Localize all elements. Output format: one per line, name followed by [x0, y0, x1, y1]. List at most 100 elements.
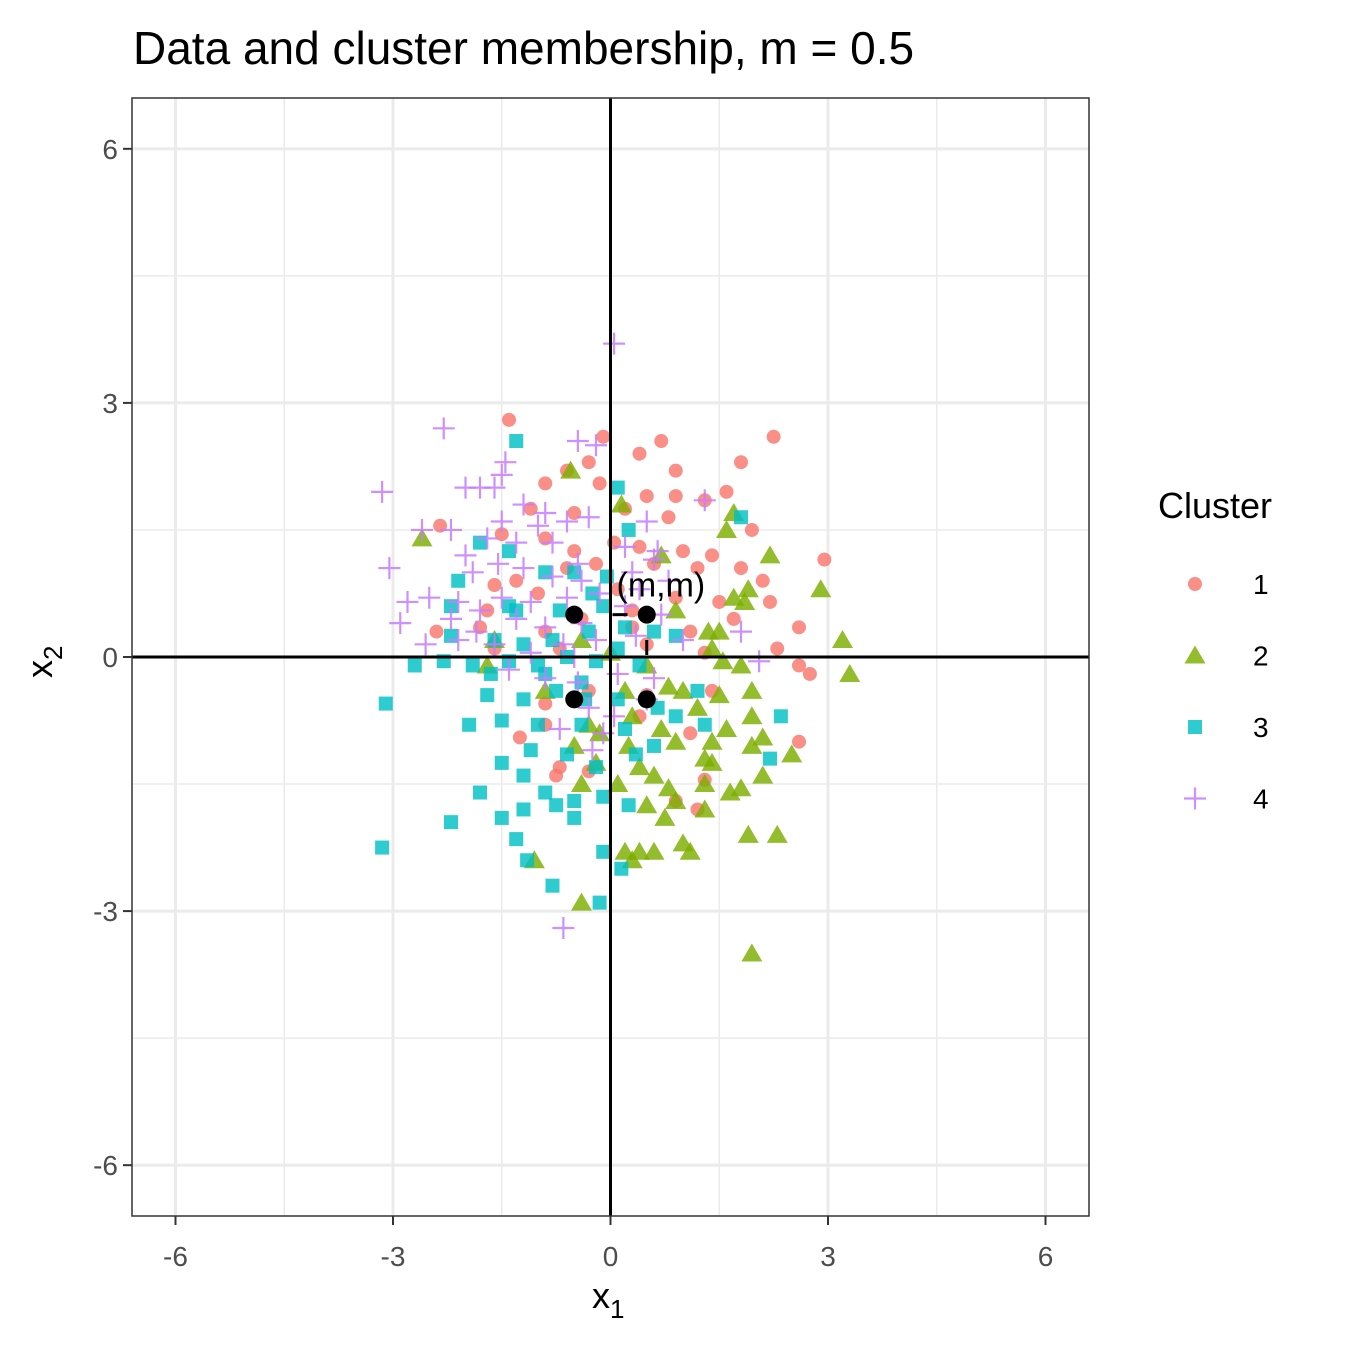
data-point-cluster-1	[755, 573, 770, 588]
data-point-cluster-2	[832, 630, 853, 649]
data-point-cluster-1	[610, 582, 625, 597]
data-point-cluster-1	[766, 429, 781, 444]
data-point-cluster-4	[505, 531, 528, 554]
data-point-cluster-1	[726, 611, 741, 626]
data-point-cluster-4	[552, 633, 575, 656]
x-axis-title-subscript: 1	[610, 1294, 624, 1324]
y-tick-label: 6	[102, 134, 118, 165]
data-point-cluster-2	[781, 744, 803, 763]
data-point-cluster-4	[603, 332, 626, 355]
data-point-cluster-4	[566, 430, 589, 453]
data-point-cluster-3	[610, 641, 625, 656]
data-point-cluster-3	[378, 696, 393, 711]
data-point-cluster-1	[509, 573, 524, 588]
data-point-cluster-3	[596, 599, 611, 614]
data-point-cluster-2	[741, 706, 763, 725]
highlight-points	[565, 605, 656, 709]
data-point-cluster-4	[432, 417, 455, 440]
data-point-cluster-1	[487, 578, 502, 593]
data-point-cluster-3	[516, 692, 531, 707]
data-point-cluster-2	[766, 824, 788, 843]
data-point-cluster-1	[531, 586, 545, 601]
y-tick-label: -6	[93, 1150, 118, 1181]
data-point-cluster-3	[567, 793, 582, 808]
data-point-cluster-3	[763, 751, 777, 766]
data-point-cluster-4	[371, 480, 394, 503]
data-point-cluster-2	[741, 680, 763, 699]
data-point-cluster-2	[716, 718, 737, 737]
data-point-cluster-3	[480, 688, 495, 703]
data-point-cluster-4	[519, 590, 542, 613]
data-point-cluster-4	[534, 616, 557, 639]
data-point-cluster-1	[639, 489, 654, 504]
annotation: (m,m)	[612, 567, 705, 655]
data-point-cluster-4	[556, 586, 578, 609]
data-point-cluster-3	[596, 789, 611, 804]
data-point-cluster-3	[697, 717, 712, 732]
data-point-cluster-4	[490, 510, 513, 533]
legend-label-2: 2	[1253, 641, 1269, 672]
data-point-cluster-2	[741, 735, 763, 754]
data-point-cluster-2	[741, 943, 763, 962]
data-point-cluster-4	[585, 434, 607, 457]
data-point-cluster-3	[509, 832, 524, 847]
data-point-cluster-2	[719, 782, 741, 801]
x-tick-label: 6	[1038, 1241, 1054, 1272]
data-point-cluster-3	[618, 620, 632, 635]
data-point-cluster-4	[566, 671, 589, 694]
data-point-cluster-4	[440, 518, 462, 541]
legend-title: Cluster	[1158, 485, 1272, 526]
data-point-cluster-1	[719, 484, 734, 499]
data-point-cluster-2	[679, 841, 701, 860]
data-point-cluster-2	[701, 638, 723, 657]
data-point-cluster-3	[621, 522, 636, 537]
y-tick-label: 0	[102, 642, 118, 673]
data-point-cluster-3	[375, 840, 390, 855]
data-point-cluster-3	[531, 717, 545, 732]
data-point-cluster-4	[465, 620, 488, 643]
data-point-cluster-4	[476, 527, 499, 550]
data-point-cluster-1	[654, 434, 669, 449]
data-point-cluster-4	[505, 607, 528, 630]
data-point-cluster-4	[643, 548, 665, 571]
data-point-cluster-1	[632, 446, 647, 461]
data-point-cluster-4	[396, 590, 419, 613]
x-tick-label: -6	[163, 1241, 188, 1272]
data-point-cluster-3	[592, 895, 607, 910]
data-point-cluster-2	[737, 824, 759, 843]
legend-label-4: 4	[1253, 784, 1269, 815]
data-point-cluster-3	[628, 747, 643, 762]
x-tick-label: 3	[820, 1241, 836, 1272]
data-point-cluster-1	[512, 730, 527, 745]
data-point-cluster-2	[701, 731, 723, 750]
legend: Cluster 1 2 3 4	[1158, 485, 1272, 815]
data-point-cluster-3	[545, 878, 560, 893]
data-point-cluster-1	[676, 544, 690, 559]
data-point-cluster-2	[654, 807, 676, 826]
legend-key-2	[1184, 645, 1206, 664]
data-point-cluster-2	[730, 778, 752, 797]
data-point-cluster-4	[483, 633, 506, 656]
data-point-cluster-3	[668, 709, 683, 724]
data-point-cluster-2	[708, 685, 730, 704]
data-point-cluster-4	[494, 451, 517, 474]
data-point-cluster-1	[589, 556, 603, 571]
data-point-cluster-2	[730, 655, 752, 674]
data-point-cluster-1	[744, 522, 759, 537]
highlight-point	[637, 690, 656, 709]
y-axis-title: x2	[19, 646, 68, 678]
data-point-cluster-4	[577, 696, 600, 719]
data-point-cluster-2	[643, 765, 665, 784]
data-point-cluster-1	[734, 561, 748, 576]
data-point-cluster-3	[567, 565, 582, 580]
data-point-cluster-3	[581, 624, 596, 639]
data-point-cluster-4	[498, 658, 520, 681]
data-point-cluster-4	[585, 629, 607, 652]
data-point-cluster-4	[411, 518, 433, 541]
data-point-cluster-2	[697, 621, 719, 640]
y-axis-title-subscript: 2	[38, 646, 68, 660]
data-point-cluster-4	[730, 620, 752, 643]
data-point-cluster-1	[683, 624, 698, 639]
data-point-cluster-4	[646, 540, 669, 563]
legend-key-4	[1184, 787, 1206, 810]
